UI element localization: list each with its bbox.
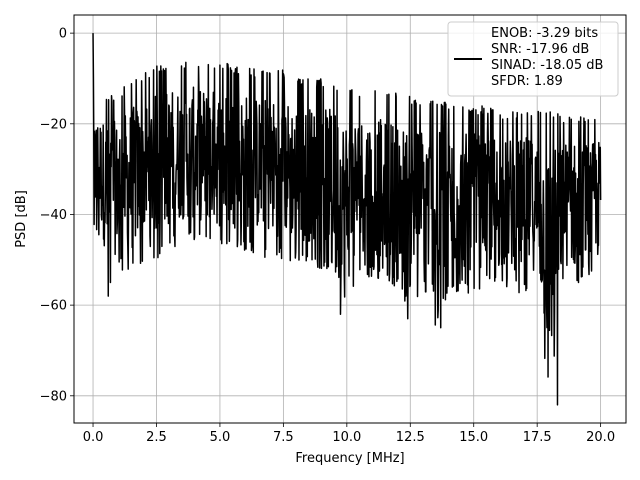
y-tick-label: −80: [40, 389, 67, 404]
x-tick-label: 7.5: [273, 430, 294, 445]
legend: ENOB: -3.29 bits SNR: -17.96 dB SINAD: -…: [447, 21, 619, 97]
x-tick-label: 15.0: [459, 430, 488, 445]
x-tick-label: 12.5: [396, 430, 425, 445]
y-tick-label: −40: [40, 208, 67, 223]
x-tick-label: 5.0: [210, 430, 231, 445]
y-axis-label: PSD [dB]: [14, 190, 29, 248]
ticks: 0.0 2.5 5.0 7.5 10.0 12.5 15.0 17.5 20.0 0 −20 −40 −…: [40, 27, 616, 445]
x-axis-label: Frequency [MHz]: [295, 451, 404, 466]
series-psd: [92, 33, 602, 406]
psd-trace-line: [92, 33, 602, 406]
y-tick-label: 0: [59, 27, 67, 42]
legend-sfdr: SFDR: 1.89: [491, 74, 563, 89]
x-tick-label: 2.5: [146, 430, 167, 445]
legend-snr: SNR: -17.96 dB: [491, 42, 589, 57]
legend-box: [447, 21, 619, 97]
x-tick-label: 20.0: [586, 430, 615, 445]
x-tick-label: 10.0: [332, 430, 361, 445]
y-tick-label: −20: [40, 117, 67, 132]
plot-frame: [73, 14, 627, 424]
x-tick-label: 0.0: [83, 430, 104, 445]
x-tick-label: 17.5: [523, 430, 552, 445]
legend-enob: ENOB: -3.29 bits: [491, 26, 598, 41]
y-tick-label: −60: [40, 299, 67, 314]
legend-sinad: SINAD: -18.05 dB: [491, 58, 603, 73]
